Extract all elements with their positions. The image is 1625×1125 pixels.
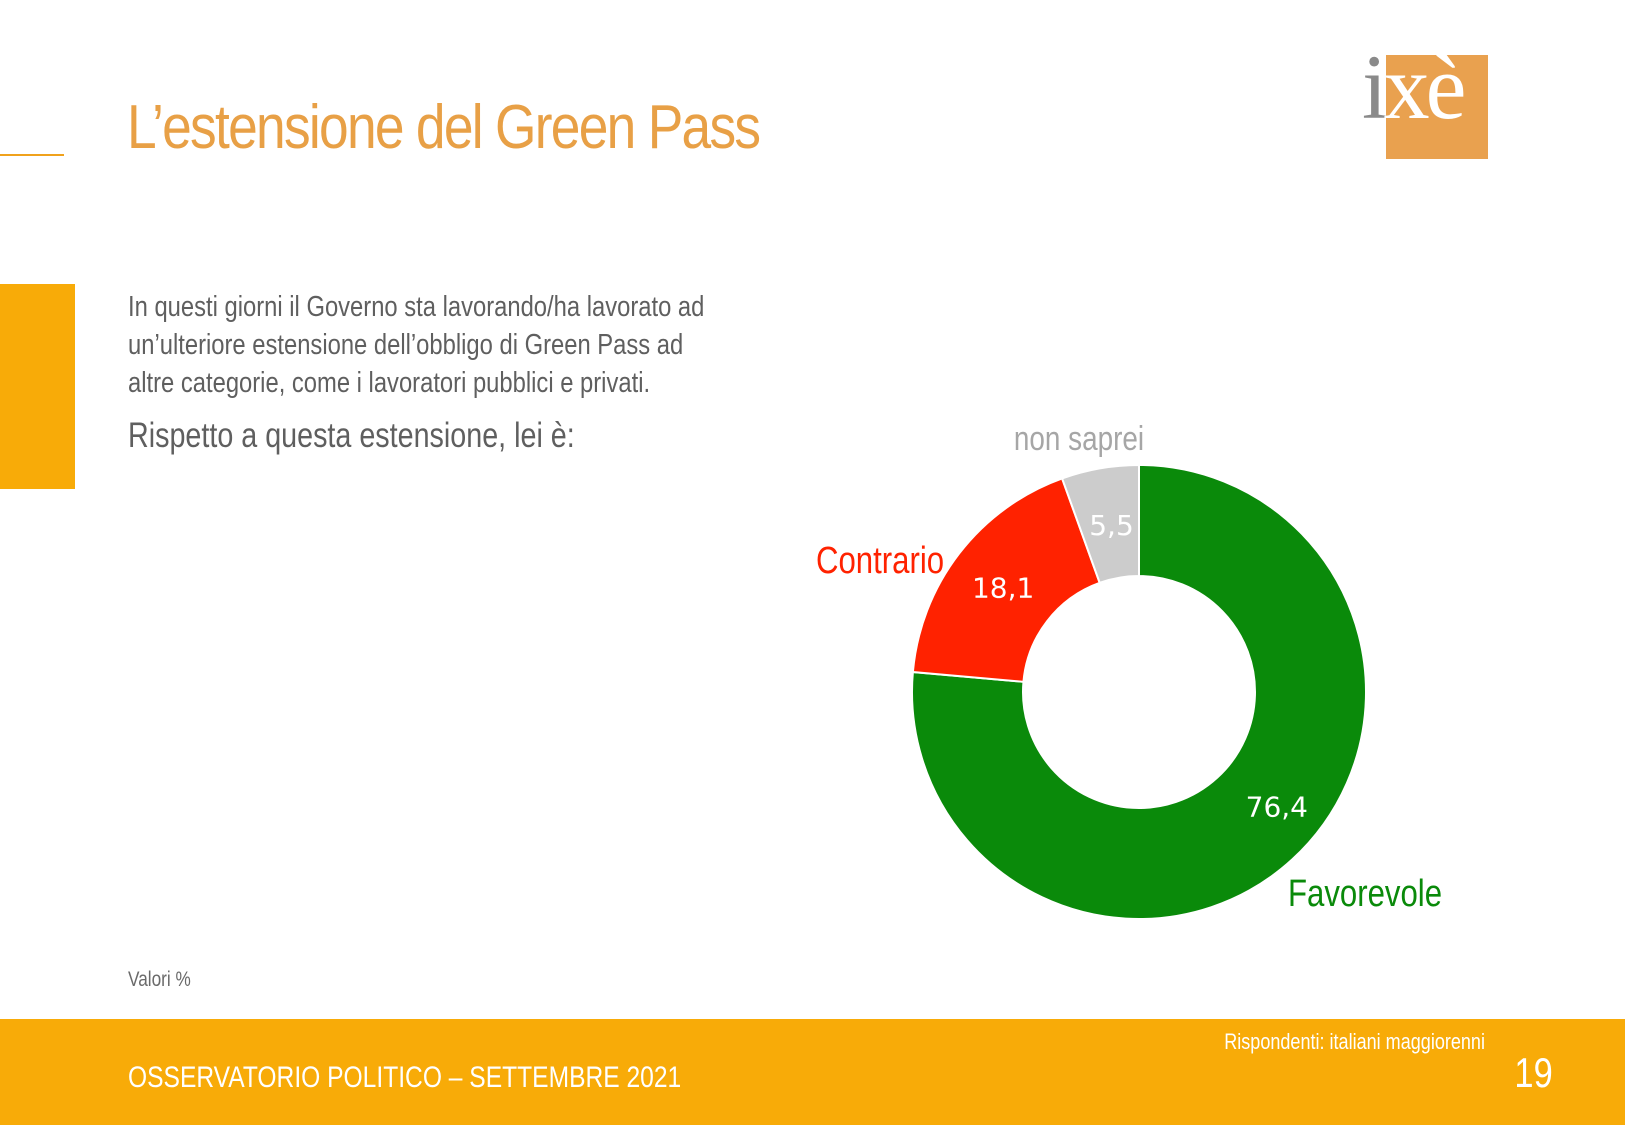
logo-text: ixè <box>1362 41 1466 133</box>
title-rule <box>0 154 64 156</box>
category-label: Contrario <box>816 540 944 582</box>
category-label: Favorevole <box>1288 873 1442 915</box>
footer-bar: Rispondenti: italiani maggiorenni OSSERV… <box>0 1019 1625 1125</box>
survey-name: OSSERVATORIO POLITICO – SETTEMBRE 2021 <box>128 1061 682 1094</box>
question-prompt: Rispetto a questa estensione, lei è: <box>128 416 575 455</box>
slice-non-saprei <box>1060 463 1140 585</box>
question-line: altre categorie, come i lavoratori pubbl… <box>128 367 651 399</box>
ixe-logo: ixè <box>1362 41 1488 159</box>
question-line: In questi giorni il Governo sta lavorand… <box>128 291 705 323</box>
logo-letters-xe: xè <box>1383 36 1467 138</box>
values-note: Valori % <box>128 968 191 991</box>
logo-box <box>1386 55 1488 159</box>
page-title: L’estensione del Green Pass <box>127 93 761 162</box>
page-number: 19 <box>1514 1049 1553 1096</box>
question-line: un’ulteriore estensione dell’obbligo di … <box>128 329 684 361</box>
value-label: 76,4 <box>1246 790 1308 823</box>
logo-letter-i: i <box>1362 36 1387 138</box>
respondents-note: Rispondenti: italiani maggiorenni <box>1224 1029 1485 1054</box>
side-accent-bar <box>0 284 75 489</box>
question-text: In questi giorni il Governo sta lavorand… <box>128 288 833 402</box>
category-label: non saprei <box>1014 419 1144 457</box>
value-label: 18,1 <box>972 571 1034 604</box>
slice-favorevole <box>911 463 1367 920</box>
slice-contrario <box>911 477 1101 683</box>
value-label: 5,5 <box>1089 509 1134 542</box>
